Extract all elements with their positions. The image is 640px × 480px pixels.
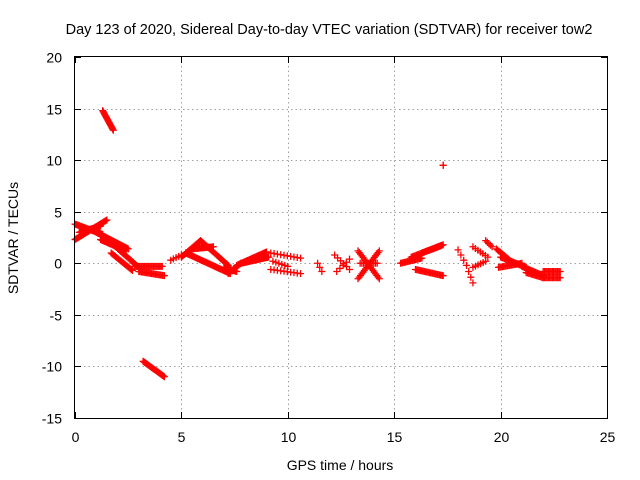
data-point	[484, 253, 492, 261]
y-tick-label: 20	[46, 50, 62, 66]
data-point	[346, 265, 354, 273]
y-tick-label: -10	[42, 359, 62, 375]
y-tick-label: 10	[46, 153, 62, 169]
data-point	[454, 246, 462, 254]
data-point	[486, 241, 494, 249]
data-point	[158, 262, 166, 270]
data-point	[460, 256, 468, 264]
data-point	[439, 161, 447, 169]
data-point	[233, 268, 241, 276]
y-tick-label: 5	[54, 205, 62, 221]
data-point	[375, 275, 383, 283]
data-point	[316, 263, 324, 271]
data-point	[160, 272, 168, 280]
data-point	[556, 274, 564, 282]
data-point	[437, 242, 445, 250]
data-point	[314, 259, 322, 267]
x-tick-label: 10	[281, 429, 297, 445]
data-point	[374, 273, 382, 281]
data-point	[488, 243, 496, 251]
x-tick-label: 25	[600, 429, 616, 445]
x-tick-label: 0	[72, 429, 80, 445]
data-point	[128, 267, 136, 275]
x-tick-labels: 0 5 10 15 20 25	[72, 429, 616, 445]
data-point	[127, 266, 135, 274]
data-point	[439, 272, 447, 280]
grid	[75, 57, 607, 418]
data-point	[160, 373, 168, 381]
x-tick-label: 5	[178, 429, 186, 445]
chart-title: Day 123 of 2020, Sidereal Day-to-day VTE…	[66, 22, 593, 38]
y-tick-labels: -15 -10 -5 0 5 10 15 20	[42, 50, 62, 427]
data-point	[297, 254, 305, 262]
data-points	[71, 107, 564, 381]
data-point	[336, 264, 344, 272]
data-point	[284, 262, 292, 270]
data-point	[469, 279, 477, 287]
axis-ticks	[75, 57, 608, 419]
x-tick-label: 20	[494, 429, 510, 445]
y-tick-label: 0	[54, 256, 62, 272]
data-point	[374, 249, 382, 257]
data-point	[465, 268, 473, 276]
data-point	[463, 261, 471, 269]
data-point	[102, 217, 110, 225]
y-tick-label: -15	[42, 411, 62, 427]
x-tick-label: 15	[387, 429, 403, 445]
data-point	[209, 243, 217, 251]
data-point	[467, 273, 475, 281]
plot-frame	[74, 56, 608, 419]
data-point	[318, 268, 326, 276]
data-point	[339, 261, 347, 269]
data-point	[482, 237, 490, 245]
data-point	[373, 259, 381, 267]
data-point	[457, 251, 465, 259]
data-point	[297, 270, 305, 278]
data-point	[97, 222, 105, 230]
data-point	[485, 240, 493, 248]
data-point	[333, 268, 341, 276]
data-point	[375, 247, 383, 255]
data-point	[342, 258, 350, 266]
data-point	[109, 126, 117, 134]
y-axis-label: SDTVAR / TECUs	[5, 182, 21, 294]
data-point	[346, 255, 354, 263]
y-tick-label: -5	[50, 308, 63, 324]
data-point	[556, 268, 564, 276]
x-axis-label: GPS time / hours	[287, 457, 394, 473]
data-point	[482, 257, 490, 265]
data-point	[103, 216, 111, 224]
data-point	[265, 253, 273, 261]
data-point	[483, 238, 491, 246]
y-tick-label: 15	[46, 102, 62, 118]
